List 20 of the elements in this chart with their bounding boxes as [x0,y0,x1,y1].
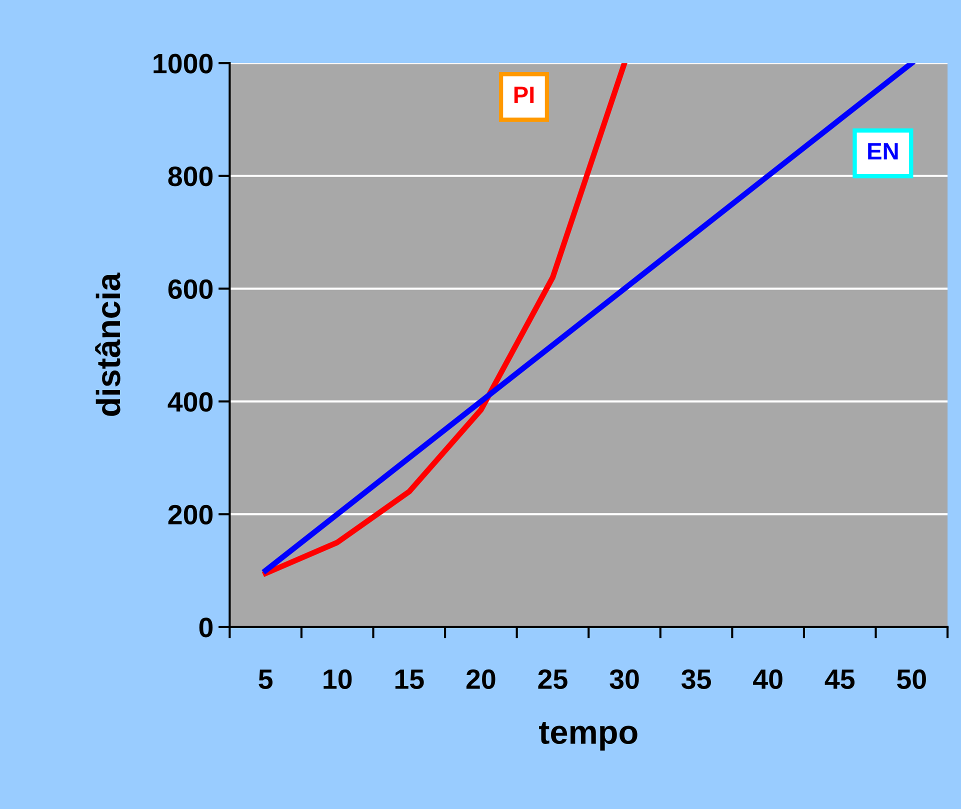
x-tick-label: 5 [258,670,273,690]
x-tick-label: 15 [395,670,424,690]
x-tick-label: 50 [897,669,926,690]
x-tick-label: 25 [538,669,568,690]
x-tick-label: 30 [610,669,639,690]
x-tick-label: 40 [753,669,782,690]
x-axis-title: tempo [539,722,638,751]
y-tick-label: 0 [199,618,213,638]
y-tick-label: 1000 [154,54,213,74]
x-tick-label: 10 [324,669,352,690]
text: PI [514,86,534,104]
x-tick-label: 35 [681,669,711,690]
x-tick-label: 45 [824,670,855,690]
y-tick-label: 200 [168,504,213,525]
series-label: EN [868,143,898,160]
x-tick-label: 20 [466,669,496,690]
y-tick-label: 400 [168,392,213,412]
y-axis-title: distância [95,272,120,416]
y-tick-label: 800 [168,166,213,186]
y-tick-label: 600 [168,279,213,299]
